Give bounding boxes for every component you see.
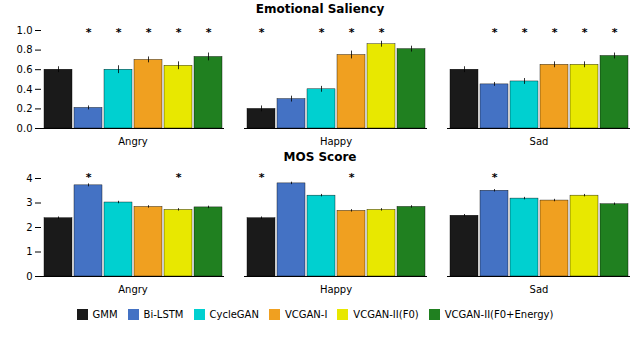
svg-text:1.0: 1.0 xyxy=(17,25,33,36)
svg-text:2: 2 xyxy=(26,222,32,233)
svg-text:*: * xyxy=(86,171,92,184)
svg-text:4: 4 xyxy=(26,173,32,184)
svg-text:Happy: Happy xyxy=(320,284,352,295)
svg-text:0.4: 0.4 xyxy=(17,84,33,95)
svg-text:*: * xyxy=(259,171,265,184)
html-text:GMM: GMM xyxy=(92,309,118,320)
svg-text:*: * xyxy=(146,26,152,39)
svg-text:*: * xyxy=(319,26,325,39)
svg-text:*: * xyxy=(522,26,528,39)
svg-text:*: * xyxy=(349,26,355,39)
svg-text:*: * xyxy=(492,171,498,184)
svg-text:*: * xyxy=(176,171,182,184)
svg-text:1: 1 xyxy=(26,246,32,257)
svg-text:0.0: 0.0 xyxy=(17,123,33,134)
svg-text:*: * xyxy=(259,26,265,39)
html-text:Emotional Saliency: Emotional Saliency xyxy=(255,2,385,16)
svg-text:Happy: Happy xyxy=(320,136,352,147)
svg-text:*: * xyxy=(582,26,588,39)
svg-text:Sad: Sad xyxy=(530,284,549,295)
svg-text:0.8: 0.8 xyxy=(17,44,33,55)
svg-text:*: * xyxy=(379,26,385,39)
svg-text:*: * xyxy=(86,26,92,39)
svg-text:Angry: Angry xyxy=(118,284,148,295)
svg-text:*: * xyxy=(349,171,355,184)
svg-text:*: * xyxy=(552,26,558,39)
html-text:MOS Score: MOS Score xyxy=(283,150,357,164)
svg-text:*: * xyxy=(612,26,618,39)
svg-text:*: * xyxy=(116,26,122,39)
html-text:Bi-LSTM: Bi-LSTM xyxy=(143,309,184,320)
svg-text:3: 3 xyxy=(26,197,32,208)
svg-text:0.6: 0.6 xyxy=(17,64,33,75)
svg-text:*: * xyxy=(176,26,182,39)
html-text:VCGAN-II(F0): VCGAN-II(F0) xyxy=(353,309,419,320)
svg-text:0: 0 xyxy=(26,271,32,282)
svg-text:Angry: Angry xyxy=(118,136,148,147)
html-text:VCGAN-II(F0+Energy): VCGAN-II(F0+Energy) xyxy=(444,309,554,320)
svg-text:0.2: 0.2 xyxy=(17,103,33,114)
html-text:CycleGAN: CycleGAN xyxy=(209,309,259,320)
svg-text:*: * xyxy=(206,26,212,39)
svg-text:*: * xyxy=(492,26,498,39)
html-text:VCGAN-I: VCGAN-I xyxy=(284,309,328,320)
svg-text:Sad: Sad xyxy=(530,136,549,147)
